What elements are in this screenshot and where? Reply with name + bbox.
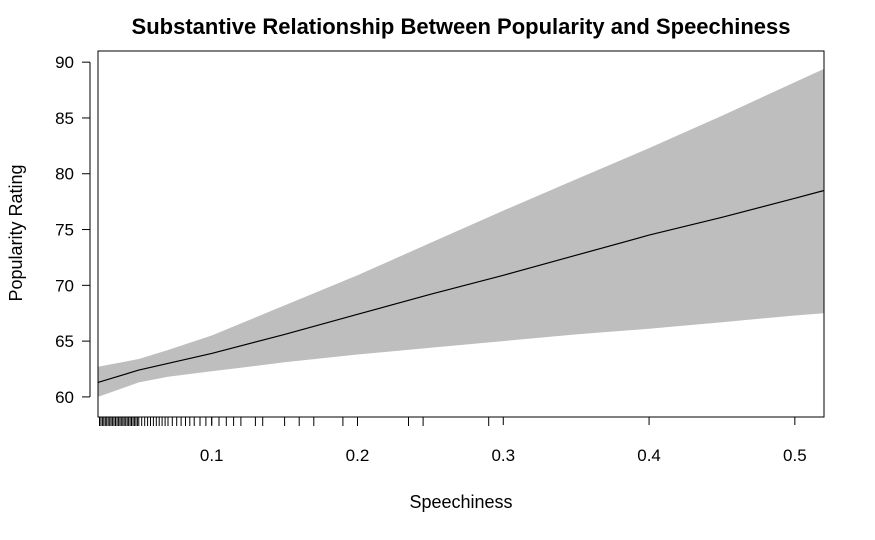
y-tick-label: 80 [55, 165, 74, 184]
plot-frame [97, 50, 825, 418]
y-tick-label: 70 [55, 276, 74, 295]
x-axis-label: Speechiness [409, 492, 512, 512]
x-tick-label: 0.1 [200, 446, 224, 465]
y-axis: 60 65 70 75 80 85 90 [55, 53, 91, 407]
x-tick-label: 0.3 [491, 446, 515, 465]
x-tick-label: 0.4 [637, 446, 661, 465]
y-tick-label: 85 [55, 109, 74, 128]
chart-title: Substantive Relationship Between Popular… [132, 14, 791, 39]
y-tick-label: 90 [55, 53, 74, 72]
rug [99, 417, 490, 426]
plot-area [97, 68, 825, 397]
y-axis-label: Popularity Rating [6, 164, 26, 301]
confidence-band [98, 68, 824, 397]
y-tick-label: 65 [55, 332, 74, 351]
x-axis: 0.1 0.2 0.3 0.4 0.5 [200, 417, 807, 465]
y-tick-label: 60 [55, 388, 74, 407]
fit-line [97, 189, 825, 383]
y-tick-label: 75 [55, 221, 74, 240]
x-tick-label: 0.5 [783, 446, 807, 465]
x-tick-label: 0.2 [346, 446, 370, 465]
